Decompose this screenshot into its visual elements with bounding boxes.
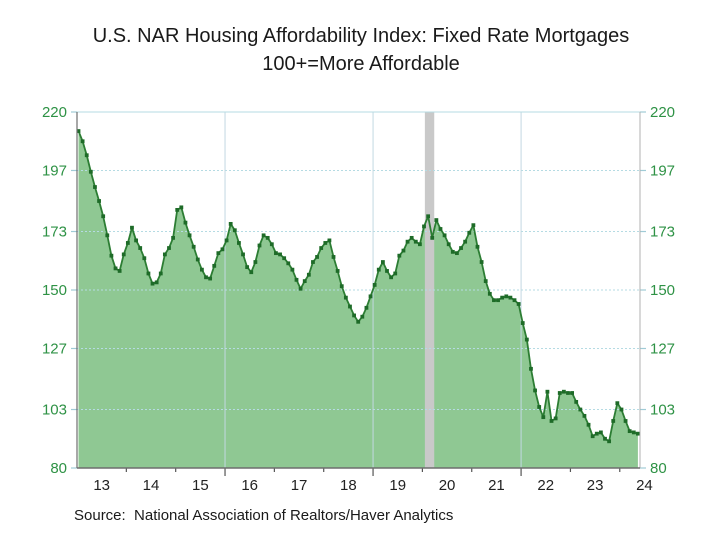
svg-text:220: 220: [650, 104, 675, 121]
svg-text:103: 103: [650, 402, 675, 419]
plot-frame: [76, 111, 641, 469]
svg-text:21: 21: [488, 477, 505, 494]
chart-title: U.S. NAR Housing Affordability Index: Fi…: [0, 22, 722, 78]
svg-text:23: 23: [587, 477, 604, 494]
svg-text:20: 20: [439, 477, 456, 494]
chart-title-line1: U.S. NAR Housing Affordability Index: Fi…: [92, 25, 630, 47]
chart-title-line2: 100+=More Affordable: [262, 53, 460, 75]
source-note: Source: National Association of Realtors…: [74, 507, 454, 524]
svg-text:150: 150: [42, 282, 67, 299]
svg-text:103: 103: [42, 402, 67, 419]
svg-text:15: 15: [192, 477, 209, 494]
svg-text:197: 197: [42, 162, 67, 179]
svg-text:80: 80: [650, 460, 667, 477]
svg-text:19: 19: [389, 477, 406, 494]
svg-text:16: 16: [241, 477, 258, 494]
svg-text:14: 14: [143, 477, 160, 494]
svg-text:22: 22: [537, 477, 554, 494]
series-markers: [76, 129, 640, 444]
x-ticks: [125, 468, 621, 476]
svg-text:18: 18: [340, 477, 357, 494]
x-axis-labels: 13 14 15 16 17 18 19 20 21 22 23 24: [93, 477, 652, 494]
y-axis-labels-left: 80 103 127 150 173 197 220: [42, 104, 67, 477]
svg-text:220: 220: [42, 104, 67, 121]
area-fill: [78, 131, 638, 469]
svg-text:13: 13: [93, 477, 110, 494]
svg-text:127: 127: [42, 340, 67, 357]
svg-text:24: 24: [636, 477, 653, 494]
svg-text:80: 80: [50, 460, 67, 477]
svg-text:150: 150: [650, 282, 675, 299]
y-axis-labels-right: 80 103 127 150 173 197 220: [650, 104, 675, 477]
svg-text:173: 173: [42, 224, 67, 241]
svg-text:173: 173: [650, 224, 675, 241]
svg-text:127: 127: [650, 340, 675, 357]
svg-text:197: 197: [650, 162, 675, 179]
svg-text:17: 17: [291, 477, 308, 494]
